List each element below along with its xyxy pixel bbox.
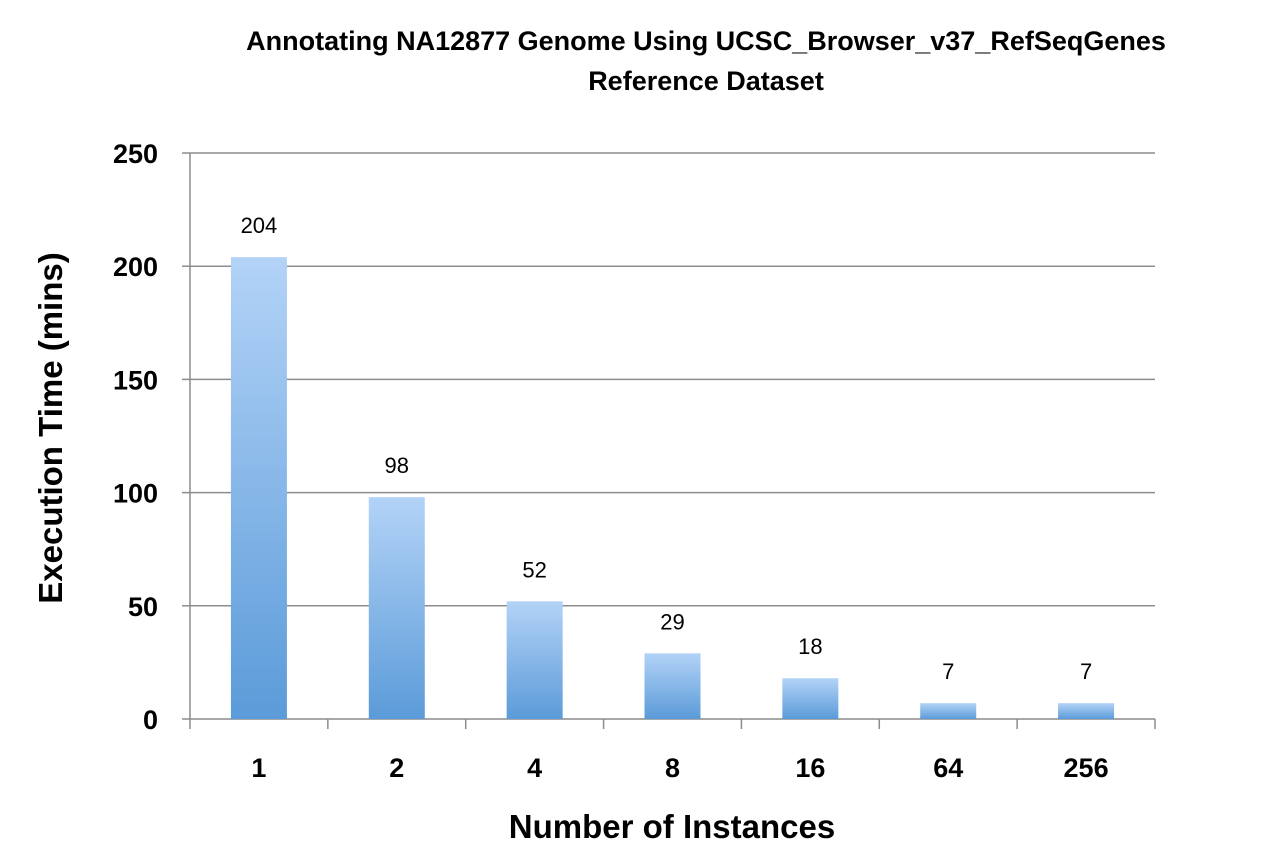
y-axis-title: Execution Time (mins)	[32, 252, 69, 603]
x-tick-labels: 1 2 4 8 16 64 256	[251, 753, 1108, 783]
data-labels: 204 98 52 29 18 7 7	[241, 213, 1093, 684]
bar-16	[782, 678, 839, 719]
x-tick-label-256: 256	[1064, 753, 1109, 783]
data-label-2: 98	[385, 453, 409, 478]
y-tick-label: 0	[143, 705, 158, 735]
bar-64	[920, 703, 977, 719]
x-tick-label-1: 1	[251, 753, 266, 783]
x-tick-label-64: 64	[933, 753, 963, 783]
y-tick-label: 50	[128, 592, 158, 622]
data-label-16: 18	[798, 634, 822, 659]
x-tick-label-4: 4	[527, 753, 542, 783]
x-tick-label-2: 2	[389, 753, 404, 783]
x-tick-label-8: 8	[665, 753, 680, 783]
y-tick-label: 150	[113, 365, 158, 395]
data-label-1: 204	[241, 213, 278, 238]
data-label-4: 52	[522, 557, 546, 582]
data-label-64: 7	[942, 659, 954, 684]
bar-256	[1058, 703, 1115, 719]
y-tick-label: 100	[113, 479, 158, 509]
chart-title-line-2: Reference Dataset	[588, 66, 824, 96]
bars	[230, 257, 1115, 719]
gridlines	[190, 152, 1155, 607]
bar-2	[368, 497, 425, 719]
x-tick-label-16: 16	[795, 753, 825, 783]
bar-1	[230, 257, 287, 719]
bar-8	[644, 653, 701, 719]
y-tick-label: 200	[113, 252, 158, 282]
x-axis-title: Number of Instances	[509, 808, 835, 845]
data-label-8: 29	[660, 609, 684, 634]
chart-title-line-1: Annotating NA12877 Genome Using UCSC_Bro…	[246, 26, 1166, 56]
y-tick-labels: 0 50 100 150 200 250	[113, 139, 158, 735]
axes	[182, 152, 1156, 729]
y-tick-label: 250	[113, 139, 158, 169]
bar-4	[506, 601, 563, 719]
data-label-256: 7	[1080, 659, 1092, 684]
